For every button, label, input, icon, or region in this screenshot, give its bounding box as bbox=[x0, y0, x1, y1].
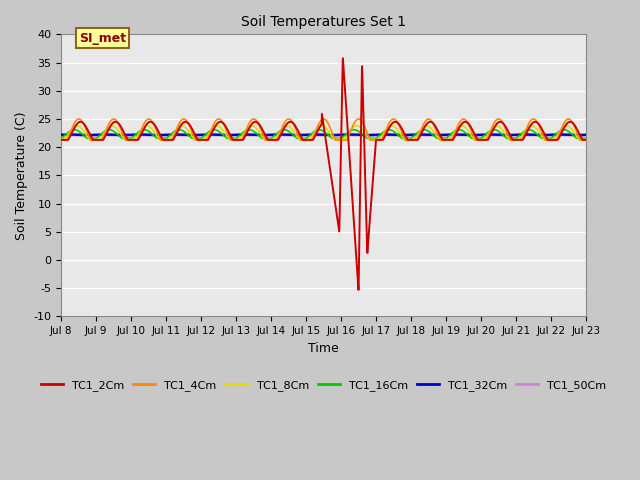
Y-axis label: Soil Temperature (C): Soil Temperature (C) bbox=[15, 111, 28, 240]
X-axis label: Time: Time bbox=[308, 342, 339, 355]
Legend: TC1_2Cm, TC1_4Cm, TC1_8Cm, TC1_16Cm, TC1_32Cm, TC1_50Cm: TC1_2Cm, TC1_4Cm, TC1_8Cm, TC1_16Cm, TC1… bbox=[36, 376, 611, 396]
Text: SI_met: SI_met bbox=[79, 32, 126, 45]
Title: Soil Temperatures Set 1: Soil Temperatures Set 1 bbox=[241, 15, 406, 29]
